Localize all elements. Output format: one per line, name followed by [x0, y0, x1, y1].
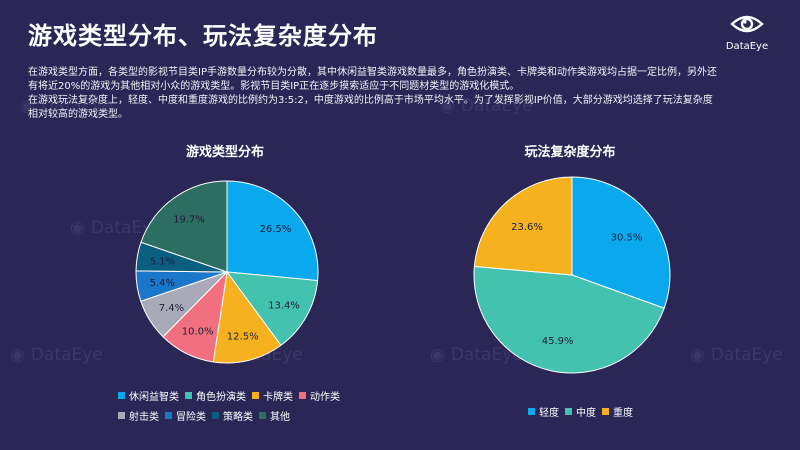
- eye-icon: ◉: [20, 96, 35, 116]
- page-title: 游戏类型分布、玩法复杂度分布: [28, 22, 378, 50]
- legend-item: 角色扮演类: [185, 388, 246, 403]
- legend-item: 中度: [565, 404, 596, 419]
- logo-text: DataEye: [725, 41, 769, 52]
- pie-value-label-6: 5.1%: [150, 257, 175, 268]
- pie-chart-complexity: 30.5% 45.9% 23.6%: [473, 176, 671, 374]
- watermark: ◉DataEye: [690, 345, 783, 365]
- chart-title-complexity: 玩法复杂度分布: [524, 145, 616, 160]
- legend-swatch: [118, 412, 125, 419]
- legend-item: 休闲益智类: [118, 388, 179, 403]
- legend-item: 冒险类: [165, 408, 206, 423]
- pie-slice-2: [212, 270, 282, 364]
- watermark: ◉DataEye: [20, 96, 113, 116]
- legend-swatch: [259, 412, 266, 419]
- watermark: ◉DataEye: [440, 96, 533, 116]
- pie-value-label-4: 7.4%: [159, 303, 184, 314]
- legend-swatch: [299, 392, 306, 399]
- legend-swatch: [212, 412, 219, 419]
- pie-chart-genre: 26.5% 13.4% 12.5% 10.0% 7.4% 5.4% 5.1% 19.7%: [135, 180, 319, 364]
- pie-value-label-1: 45.9%: [542, 336, 574, 347]
- legend-swatch: [602, 408, 609, 415]
- legend-item: 射击类: [118, 408, 159, 423]
- pie-slice-1: [473, 265, 665, 374]
- description-paragraph: 在游戏玩法复杂度上，轻度、中度和重度游戏的比例约为3:5:2，中度游戏的比例高于…: [28, 95, 713, 120]
- legend-swatch: [118, 392, 125, 399]
- eye-logo-icon: [730, 15, 764, 33]
- pie-value-label-5: 5.4%: [150, 278, 175, 289]
- legend-swatch: [185, 392, 192, 399]
- pie-value-label-1: 13.4%: [268, 300, 300, 311]
- pie-slice-1: [225, 271, 319, 346]
- eye-icon: ◉: [10, 345, 25, 365]
- legend-genre: 休闲益智类 角色扮演类 卡牌类 动作类 射击类 冒险类 策略类 其他: [118, 388, 340, 428]
- pie-slice-2: [473, 176, 573, 276]
- legend-item: 轻度: [528, 404, 559, 419]
- description-paragraph: 在游戏类型方面，各类型的影视节目类IP手游数量分布较为分散，其中休闲益智类游戏数…: [28, 67, 717, 92]
- legend-complexity: 轻度 中度 重度: [528, 404, 633, 424]
- legend-item: 卡牌类: [252, 388, 293, 403]
- legend-item: 其他: [259, 408, 290, 423]
- pie-value-label-0: 30.5%: [611, 233, 643, 244]
- pie-value-label-2: 23.6%: [511, 222, 543, 233]
- pie-slice-7: [140, 180, 228, 273]
- chart-title-genre: 游戏类型分布: [185, 145, 264, 160]
- watermark: ◉DataEye: [430, 345, 523, 365]
- eye-icon: ◉: [70, 218, 85, 238]
- pie-value-label-2: 12.5%: [227, 332, 259, 343]
- logo: DataEye: [712, 12, 782, 52]
- eye-icon: ◉: [440, 96, 455, 116]
- legend-swatch: [165, 412, 172, 419]
- pie-value-label-7: 19.7%: [173, 215, 205, 226]
- legend-item: 重度: [602, 404, 633, 419]
- legend-swatch: [252, 392, 259, 399]
- legend-swatch: [565, 408, 572, 415]
- pie-value-label-3: 10.0%: [182, 327, 214, 338]
- eye-icon: ◉: [430, 345, 445, 365]
- legend-item: 动作类: [299, 388, 340, 403]
- legend-swatch: [528, 408, 535, 415]
- eye-icon: ◉: [690, 345, 705, 365]
- pie-value-label-0: 26.5%: [260, 224, 292, 235]
- pie-slice-0: [571, 176, 671, 309]
- pie-slice-0: [226, 180, 319, 282]
- legend-item: 策略类: [212, 408, 253, 423]
- description: 在游戏类型方面，各类型的影视节目类IP手游数量分布较为分散，其中休闲益智类游戏数…: [28, 66, 718, 122]
- watermark: ◉DataEye: [10, 345, 103, 365]
